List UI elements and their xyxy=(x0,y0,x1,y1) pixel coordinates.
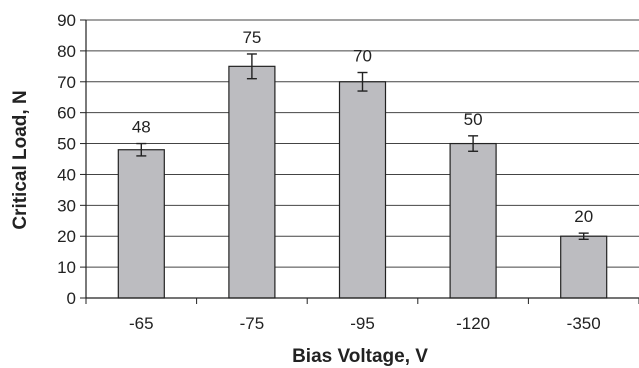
y-tick-label-0: 0 xyxy=(67,289,76,308)
y-tick-label-20: 20 xyxy=(57,227,76,246)
bars xyxy=(117,65,608,299)
bar--65 xyxy=(117,149,165,299)
data-label--120: 50 xyxy=(464,110,483,129)
data-label--75: 75 xyxy=(242,28,261,47)
error-bars xyxy=(136,53,589,241)
data-label--65: 48 xyxy=(132,118,151,137)
bar--75 xyxy=(228,65,276,299)
y-tick-label-10: 10 xyxy=(57,258,76,277)
x-tick-label--95: -95 xyxy=(350,314,375,333)
data-label--95: 70 xyxy=(353,47,372,66)
y-tick-label-90: 90 xyxy=(57,11,76,30)
y-tick-label-30: 30 xyxy=(57,196,76,215)
y-tick-label-80: 80 xyxy=(57,42,76,61)
bar--350 xyxy=(560,235,608,299)
y-tick-label-70: 70 xyxy=(57,73,76,92)
x-axis-title: Bias Voltage, V xyxy=(292,346,428,367)
axes: 0 10 20 30 40 50 60 70 80 90 -65 -75 -95 -120 -350 xyxy=(57,11,639,333)
x-tick-label--120: -120 xyxy=(456,314,490,333)
x-tick-label--65: -65 xyxy=(129,314,154,333)
bar--120 xyxy=(449,142,497,299)
data-label--350: 20 xyxy=(574,207,593,226)
y-tick-label-60: 60 xyxy=(57,104,76,123)
data-labels: 48 75 70 50 20 xyxy=(132,28,593,226)
y-axis-title: Critical Load, N xyxy=(10,90,31,229)
x-tick-label--75: -75 xyxy=(240,314,265,333)
x-tick-label--350: -350 xyxy=(567,314,601,333)
y-tick-label-50: 50 xyxy=(57,135,76,154)
bar--95 xyxy=(338,81,387,299)
y-tick-label-40: 40 xyxy=(57,165,76,184)
